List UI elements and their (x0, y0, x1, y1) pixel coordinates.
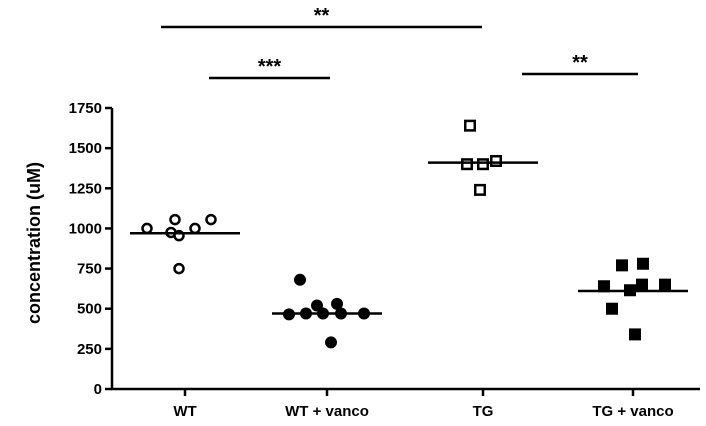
y-tick-label: 500 (77, 301, 102, 318)
data-point (477, 158, 489, 171)
data-point (490, 154, 502, 167)
data-point (464, 119, 476, 132)
y-tick-label: 1750 (69, 100, 102, 117)
significance-label: *** (258, 56, 282, 78)
data-point (169, 213, 181, 226)
data-point (636, 278, 648, 291)
significance-brackets: ***** ** (161, 5, 638, 80)
data-point (598, 280, 610, 293)
median-lines (130, 161, 688, 315)
x-tick-label: WT (173, 403, 196, 420)
significance-label: ** (314, 5, 330, 27)
significance-label: ** (572, 52, 588, 74)
data-points (141, 119, 671, 349)
x-axis: WT WT + vanco TG TG + vanco (111, 387, 700, 420)
x-tick-label: WT + vanco (285, 403, 369, 420)
y-tick-label: 1500 (69, 140, 102, 157)
data-point (331, 297, 343, 310)
x-tick-label: TG (473, 403, 494, 420)
data-point (659, 278, 671, 291)
y-tick-label: 1000 (69, 220, 102, 237)
data-point (294, 273, 306, 286)
data-point (189, 222, 201, 235)
data-point (141, 222, 153, 235)
y-tick-label: 1250 (69, 180, 102, 197)
x-tick-label: TG + vanco (592, 403, 673, 420)
data-point (325, 336, 337, 349)
data-point (461, 158, 473, 171)
data-point (606, 302, 618, 315)
data-point (629, 328, 641, 341)
data-point (205, 213, 217, 226)
y-tick-label: 0 (94, 381, 102, 398)
y-tick-label: 250 (77, 341, 102, 358)
data-point (474, 183, 486, 196)
y-axis-title: concentration (uM) (24, 162, 44, 324)
data-point (173, 262, 185, 275)
data-point (616, 259, 628, 272)
y-tick-label: 750 (77, 261, 102, 278)
y-axis: 0 250 500 750 1000 1250 1500 1750 (69, 100, 114, 398)
data-point (637, 257, 649, 270)
